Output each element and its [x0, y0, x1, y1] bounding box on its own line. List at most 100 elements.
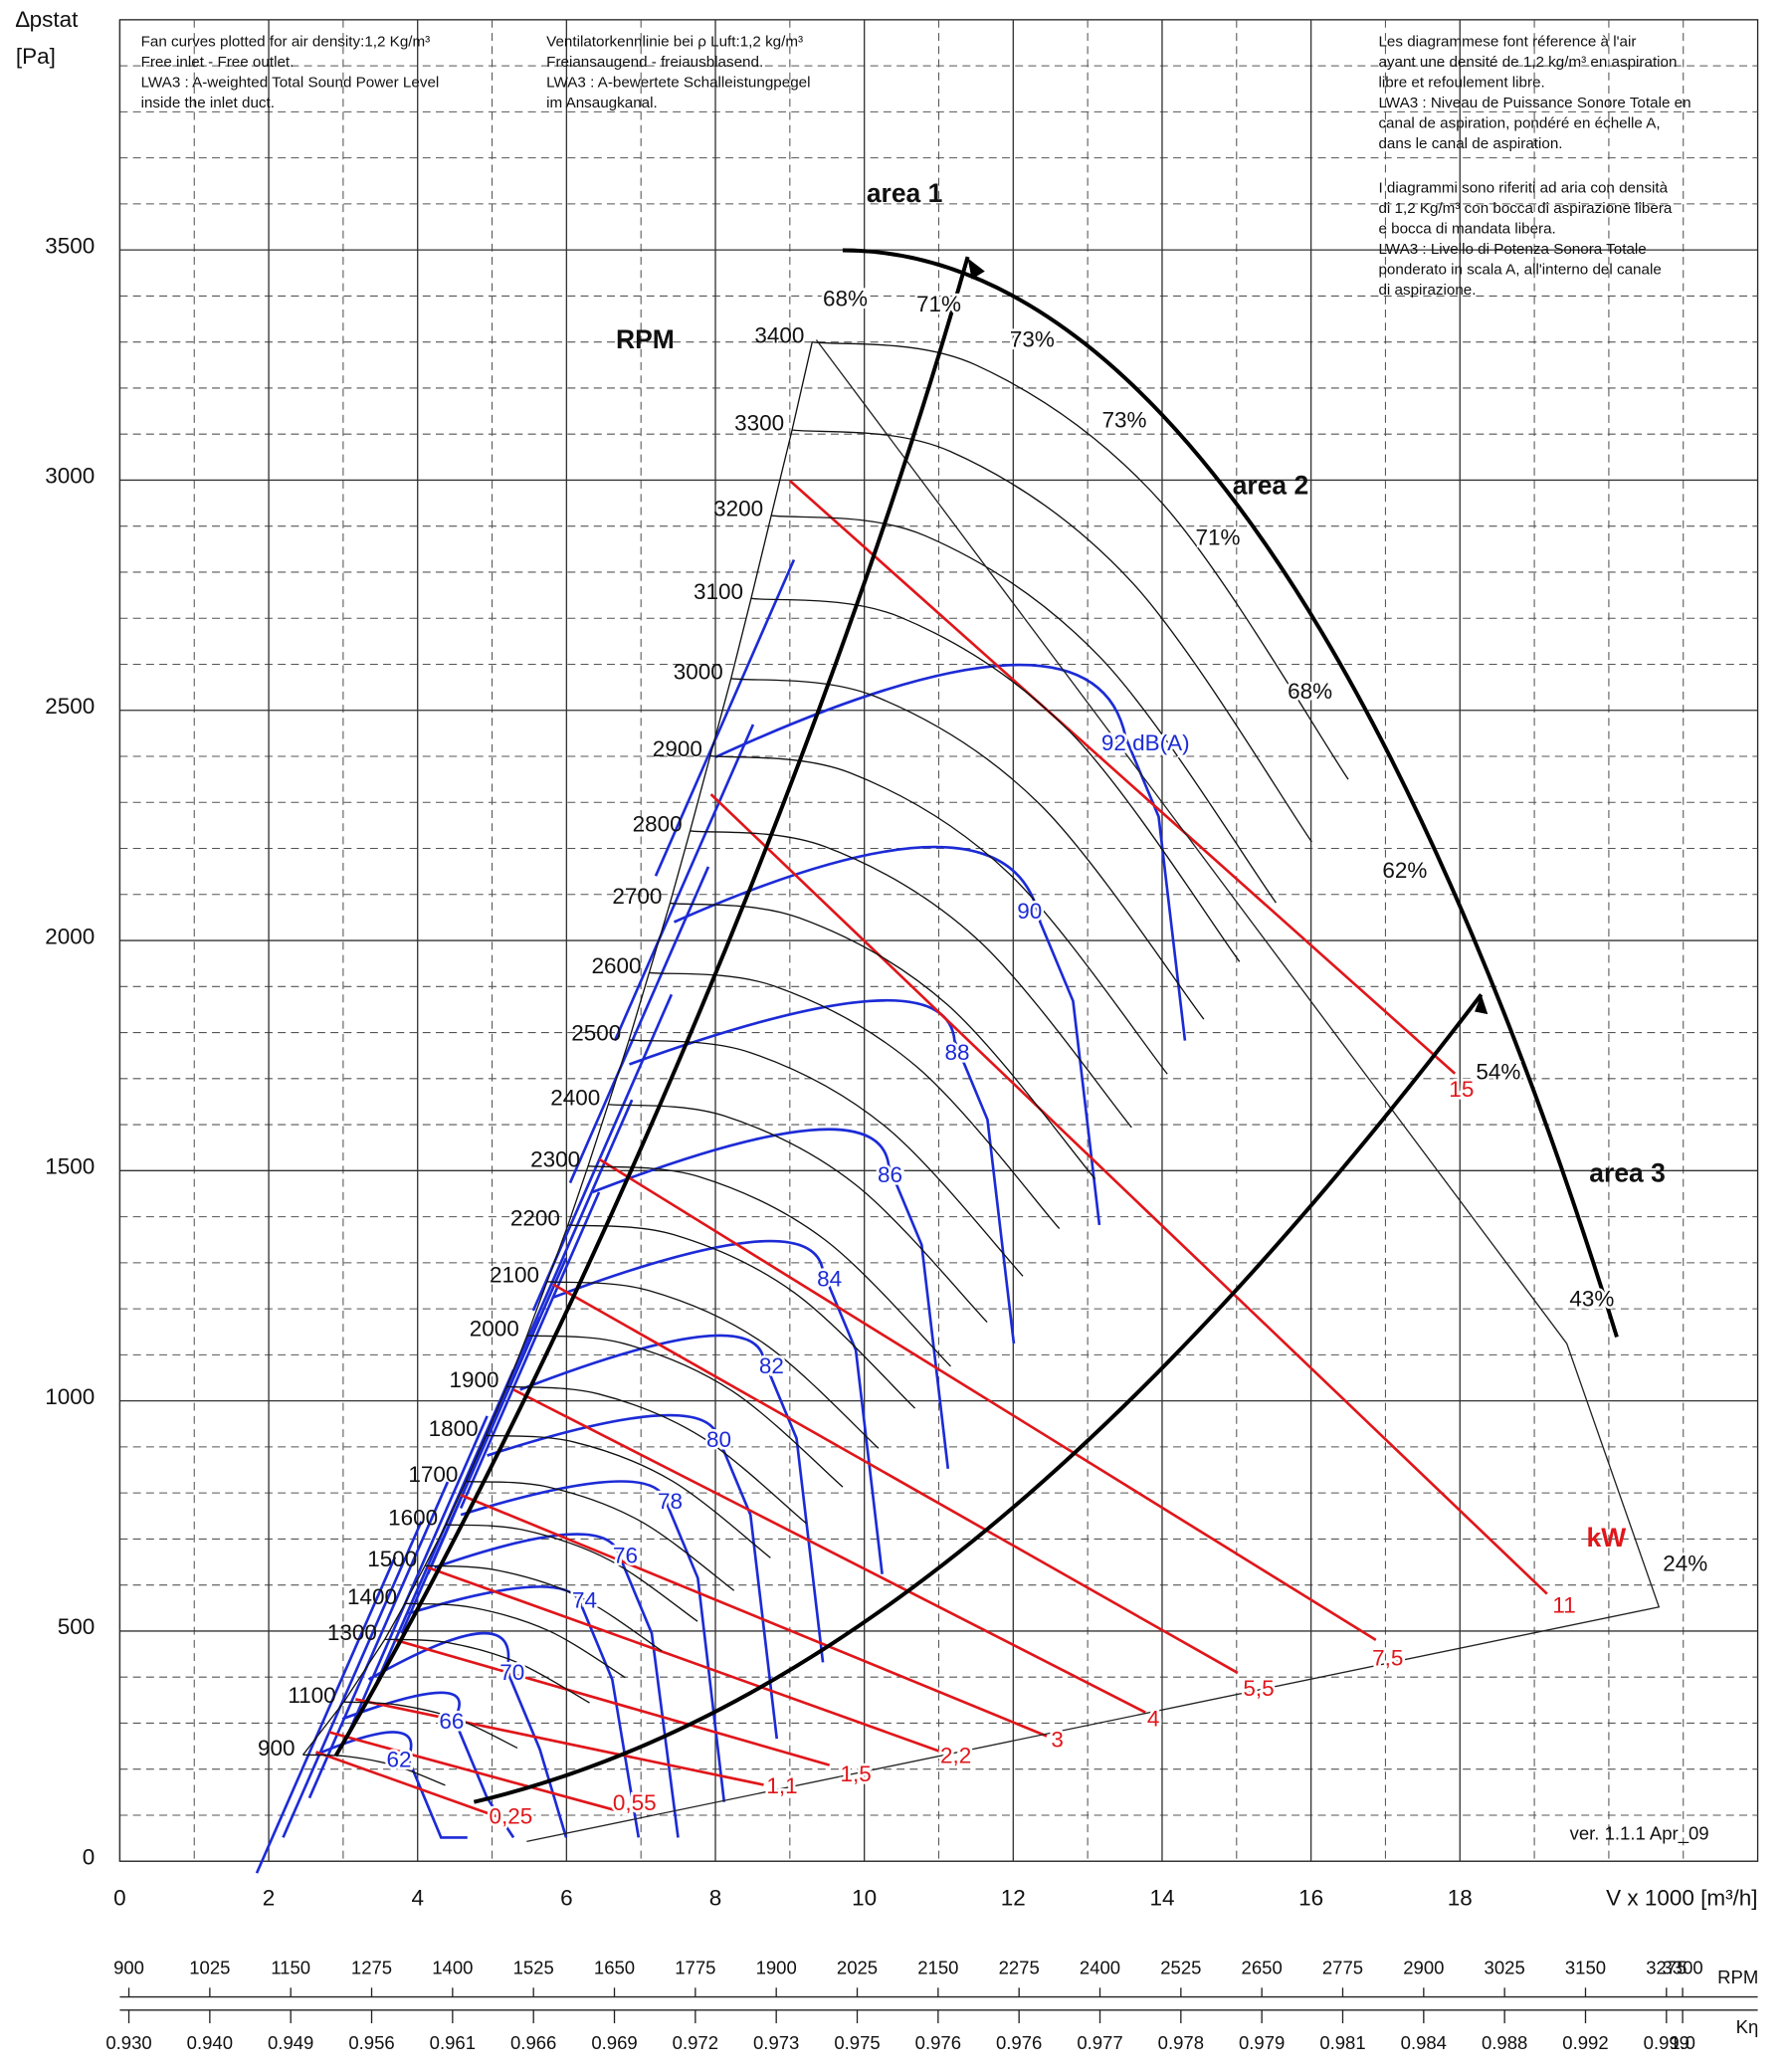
rpm-label: 1900	[450, 1367, 499, 1392]
note-line: Ventilatorkennlinie bei ρ Luft:1,2 kg/m³	[546, 33, 803, 50]
rpm-label: 1300	[327, 1620, 377, 1645]
x-tick-label: 2	[263, 1886, 276, 1911]
efficiency-label: 68%	[1288, 679, 1332, 704]
keta-tick-label: 0.975	[834, 2032, 880, 2053]
sound-line	[282, 1521, 423, 1838]
rpm-tick-label: 900	[113, 1958, 144, 1978]
sound-label: 66	[439, 1709, 464, 1734]
efficiency-label: 43%	[1569, 1286, 1614, 1311]
keta-tick-label: 0.999	[1644, 2032, 1689, 2053]
note-line: e bocca di mandata libera.	[1378, 220, 1555, 237]
sound-label: 78	[658, 1489, 683, 1514]
sound-curve	[407, 1585, 641, 1838]
rpm-curve	[404, 1602, 626, 1679]
power-line	[394, 1638, 831, 1766]
keta-tick-label: 0.973	[753, 2032, 799, 2053]
x-axis-label: V x 1000 [m³/h]	[1606, 1886, 1757, 1911]
x-tick-label: 10	[852, 1886, 877, 1911]
rpm-label: 2600	[591, 953, 641, 978]
rpm-title: RPM	[616, 324, 675, 354]
power-label: 11	[1552, 1593, 1575, 1618]
sound-label: 82	[759, 1353, 784, 1378]
rpm-tick-label: 2900	[1403, 1958, 1444, 1978]
rpm-tick-label: 2775	[1322, 1958, 1363, 1978]
rpm-curve	[690, 830, 1132, 1129]
rpm-curve	[506, 1385, 807, 1525]
rpm-label: 2700	[612, 884, 662, 909]
y-tick-label: 1500	[45, 1154, 95, 1179]
rpm-tick-label: 1400	[432, 1958, 473, 1978]
note-line: im Ansaugkanal.	[546, 95, 658, 111]
left-envelope	[301, 341, 813, 1756]
sound-label: 88	[945, 1040, 970, 1065]
note-line: dans le canal de aspiration.	[1378, 135, 1562, 152]
keta-tick-label: 0.949	[268, 2032, 313, 2053]
power-line	[355, 1698, 764, 1786]
rpm-label: 1400	[347, 1584, 397, 1609]
arrow	[967, 258, 985, 280]
area-label: area 2	[1233, 471, 1308, 501]
rpm-label: 1600	[388, 1506, 438, 1531]
keta-tick-label: 0.940	[187, 2032, 233, 2053]
sound-line	[568, 866, 710, 1184]
keta-tick-label: 0.978	[1158, 2032, 1204, 2053]
rpm-scale-label: RPM	[1717, 1967, 1758, 1987]
keta-tick-label: 0.956	[348, 2032, 394, 2053]
y-axis-unit: [Pa]	[16, 44, 56, 69]
note-line: libre et refoulement libre.	[1378, 74, 1544, 91]
power-label: 7,5	[1372, 1646, 1403, 1671]
y-tick-label: 3500	[45, 233, 95, 258]
keta-tick-label: 1.0	[1670, 2032, 1695, 2053]
area2-curve	[842, 248, 1619, 1339]
power-line	[427, 1565, 942, 1754]
rpm-label: 1100	[288, 1683, 335, 1708]
sound-label: 62	[386, 1748, 411, 1772]
y-axis-label: ∆pstat	[16, 7, 79, 32]
sound-label: 92 dB(A)	[1101, 730, 1190, 755]
x-tick-label: 4	[411, 1886, 424, 1911]
rpm-tick-label: 3275	[1646, 1958, 1687, 1978]
keta-tick-label: 0.972	[673, 2032, 718, 2053]
power-label: 4	[1147, 1707, 1160, 1732]
rpm-tick-label: 1525	[513, 1958, 554, 1978]
power-label: 1,5	[840, 1761, 871, 1786]
rpm-curve	[526, 1335, 844, 1488]
area1-curve	[333, 256, 970, 1758]
power-label: 0,55	[613, 1790, 657, 1815]
power-line	[328, 1731, 620, 1813]
sound-label: 74	[572, 1587, 597, 1612]
arrow	[1475, 994, 1489, 1015]
keta-tick-label: 0.976	[996, 2032, 1042, 2053]
rpm-curve	[486, 1434, 771, 1558]
efficiency-label: 73%	[1102, 407, 1147, 432]
sound-curve	[629, 998, 1016, 1345]
rpm-tick-label: 1775	[675, 1958, 715, 1978]
rpm-curve	[812, 341, 1349, 780]
rpm-curve	[670, 902, 1096, 1180]
x-tick-label: 8	[709, 1886, 722, 1911]
rpm-curve	[588, 1165, 951, 1367]
rpm-tick-label: 3150	[1565, 1958, 1606, 1978]
grid	[118, 19, 1758, 1862]
power-label: 1,1	[766, 1773, 797, 1798]
rpm-tick-label: 2400	[1080, 1958, 1120, 1978]
sound-label: 84	[817, 1266, 842, 1291]
y-tick-label: 0	[83, 1845, 96, 1870]
note-line: inside the inlet duct.	[141, 95, 275, 111]
x-tick-label: 18	[1448, 1886, 1473, 1911]
y-tick-label: 2500	[45, 694, 95, 719]
y-tick-label: 500	[58, 1614, 96, 1639]
sound-curve	[673, 845, 1101, 1226]
keta-tick-label: 0.979	[1239, 2032, 1285, 2053]
note-line: di 1,2 Kg/m³ con bocca di aspirazione li…	[1378, 200, 1672, 217]
x-tick-label: 14	[1149, 1886, 1174, 1911]
rpm-label: 2400	[550, 1085, 600, 1110]
rpm-curve	[750, 597, 1241, 962]
rpm-label: 2100	[490, 1262, 539, 1287]
rpm-curve	[446, 1524, 698, 1622]
area3-curve	[473, 993, 1484, 1804]
note-line: Free inlet - Free outlet.	[141, 54, 295, 71]
rpm-tick-label: 3025	[1485, 1958, 1525, 1978]
x-tick-label: 0	[113, 1886, 126, 1911]
